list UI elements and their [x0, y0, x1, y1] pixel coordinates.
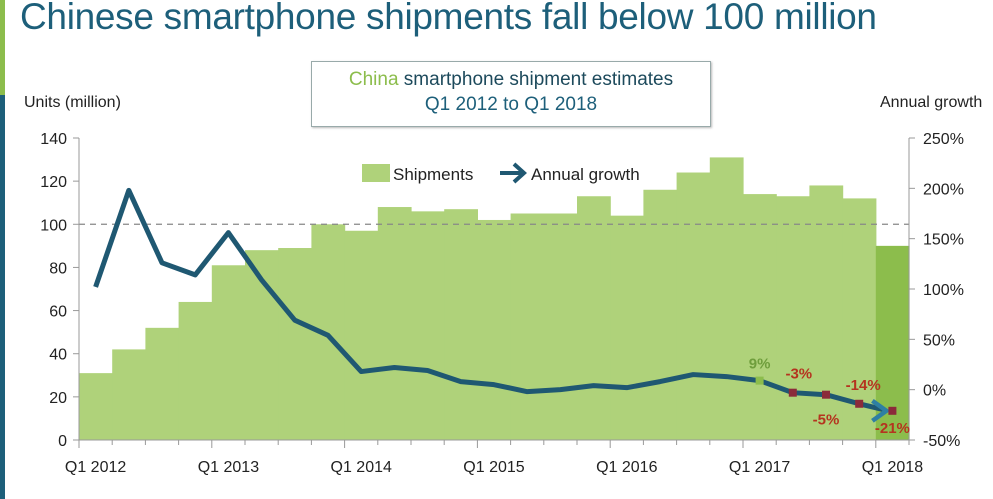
y-tick-label: 0	[58, 433, 67, 450]
legend-swatch-shipments	[362, 164, 390, 182]
x-tick-label: Q1 2018	[862, 459, 923, 476]
growth-marker	[755, 376, 764, 385]
shipment-bar	[743, 194, 777, 440]
y2-tick-label: -50%	[923, 433, 960, 450]
chart-title: China smartphone shipment estimates	[312, 67, 710, 92]
growth-data-label: -5%	[813, 412, 840, 429]
legend-label-shipments: Shipments	[393, 165, 473, 184]
x-tick-label: Q1 2015	[463, 459, 524, 476]
growth-marker	[855, 399, 864, 408]
y2-tick-label: 50%	[923, 332, 955, 349]
x-tick-label: Q1 2014	[331, 459, 392, 476]
growth-data-label: -3%	[785, 366, 812, 383]
legend-arrow-icon	[512, 162, 527, 184]
shipment-bar	[676, 172, 711, 440]
growth-data-label: -14%	[846, 377, 881, 394]
chart-title-rest: smartphone shipment estimates	[398, 69, 674, 90]
shipment-bar	[577, 196, 611, 440]
shipment-bar	[211, 265, 246, 440]
y2-tick-label: 100%	[923, 282, 964, 299]
x-tick-label: Q1 2013	[198, 459, 259, 476]
y-tick-label: 120	[40, 174, 67, 191]
shipment-bar	[776, 196, 810, 440]
shipment-bar	[112, 349, 146, 440]
chart-title-highlight: China	[348, 69, 399, 90]
growth-marker	[888, 406, 897, 415]
growth-marker	[822, 390, 830, 399]
shipment-bar	[809, 185, 844, 440]
y-axis-label: Units (million)	[24, 94, 121, 111]
shipment-bar	[178, 301, 213, 440]
y2-tick-label: 150%	[923, 232, 964, 249]
accent-bar-blue	[0, 95, 5, 499]
x-tick-label: Q1 2016	[596, 459, 657, 476]
chart-subtitle: Q1 2012 to Q1 2018	[424, 94, 598, 115]
y-tick-label: 20	[49, 390, 67, 407]
y2-tick-label: 250%	[923, 131, 964, 148]
shipment-bar	[643, 189, 678, 440]
y2-tick-label: 0%	[923, 383, 946, 400]
growth-data-label: 9%	[749, 356, 771, 373]
shipment-bar	[610, 215, 644, 440]
y-tick-label: 100	[40, 217, 67, 234]
growth-data-label: -21%	[875, 420, 910, 437]
slide-title: Chinese smartphone shipments fall below …	[20, 0, 877, 37]
y-tick-label: 140	[40, 131, 67, 148]
shipment-bar	[477, 219, 512, 440]
shipment-bar	[145, 327, 180, 440]
shipment-bar	[411, 211, 445, 440]
shipment-bar	[543, 213, 578, 440]
shipment-bar	[510, 213, 545, 440]
growth-arrowhead	[871, 398, 891, 423]
y2-tick-label: 200%	[923, 181, 964, 198]
shipment-bar	[79, 373, 113, 440]
y-tick-label: 60	[49, 304, 67, 321]
legend-label-growth: Annual growth	[531, 165, 640, 184]
shipment-bar	[377, 207, 412, 440]
y-tick-label: 80	[49, 260, 67, 277]
chart-title-box: China smartphone shipment estimates Q1 2…	[311, 61, 711, 127]
x-tick-label: Q1 2017	[729, 459, 790, 476]
shipment-bar	[444, 209, 478, 440]
shipment-bar	[709, 157, 744, 440]
y2-axis-label: Annual growth	[880, 94, 983, 111]
shipment-bar	[344, 230, 379, 440]
x-tick-label: Q1 2012	[65, 459, 126, 476]
shipment-bar	[278, 248, 312, 440]
growth-marker	[788, 388, 797, 397]
accent-bar-green	[0, 0, 5, 95]
y-tick-label: 40	[49, 347, 67, 364]
